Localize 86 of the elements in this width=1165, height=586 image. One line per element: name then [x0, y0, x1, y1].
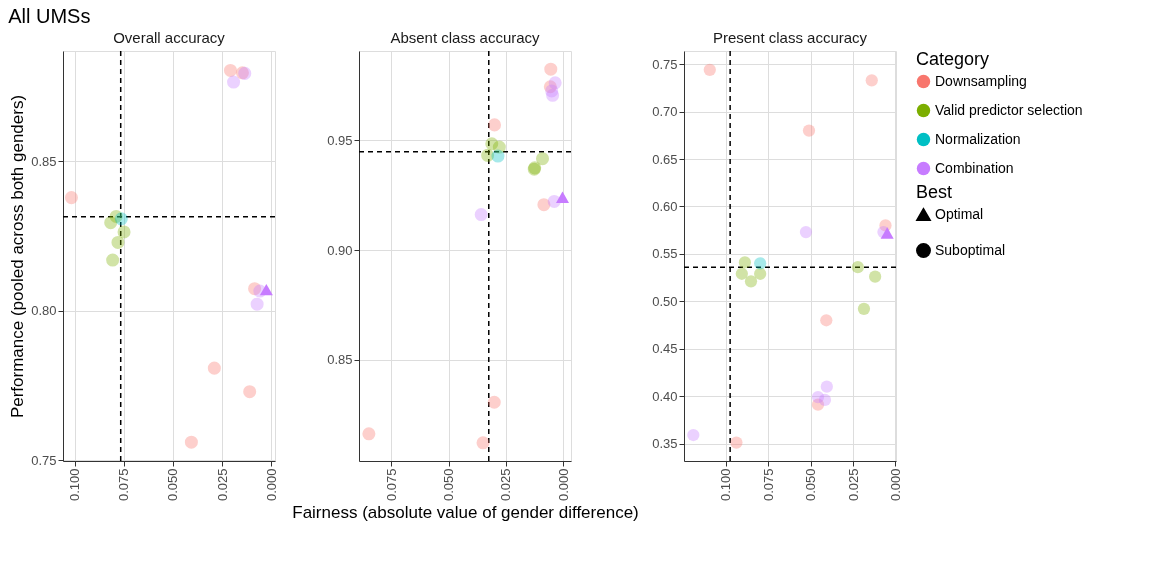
x-tick-label: 0.075: [116, 468, 132, 502]
text: All UMSs: [8, 4, 91, 27]
point: [744, 275, 758, 288]
y-tick-label: 0.40: [652, 388, 678, 404]
chart-title: Present class accuracy: [712, 29, 868, 47]
point: [227, 75, 241, 89]
y-tick-label: 0.65: [652, 151, 678, 167]
point: [880, 227, 894, 239]
point: [104, 216, 118, 230]
point: [207, 361, 221, 375]
y-tick-label: 0.70: [652, 104, 678, 120]
point: [487, 395, 501, 409]
point: [114, 212, 128, 226]
y-tick-label: 0.55: [652, 246, 678, 262]
text: Suboptimal: [935, 241, 1006, 258]
legend-title: Category: [916, 49, 990, 69]
y-tick-label: 0.35: [652, 436, 678, 452]
point: [117, 225, 131, 239]
y-tick-label: 0.75: [31, 452, 57, 468]
y-tick-label: 0.50: [652, 293, 678, 309]
point: [223, 63, 237, 77]
x-tick-label: 0.050: [803, 468, 819, 502]
point: [474, 208, 488, 222]
y-axis-title: Performance (pooled across both genders): [8, 94, 28, 419]
y-tick-label: 0.90: [327, 242, 353, 258]
point: [184, 435, 198, 449]
point: [818, 393, 832, 407]
point: [754, 257, 767, 270]
x-tick-label: 0.025: [214, 468, 230, 502]
legend-label: Combination: [935, 159, 1014, 176]
x-tick-label: 0.000: [263, 468, 279, 502]
point: [488, 118, 502, 132]
x-tick-label: 0.025: [845, 468, 861, 502]
y-tick-label: 0.95: [327, 132, 353, 148]
point: [536, 152, 550, 166]
point: [546, 88, 560, 102]
point: [799, 225, 813, 239]
x-tick-label: 0.050: [165, 468, 181, 502]
y-tick-label: 0.75: [652, 56, 678, 72]
point: [865, 74, 878, 87]
point: [476, 436, 490, 450]
point: [243, 385, 257, 399]
x-tick-label: 0.075: [383, 468, 399, 502]
point: [730, 436, 743, 449]
point: [820, 380, 833, 393]
point: [703, 63, 716, 76]
x-tick-label: 0.100: [67, 468, 83, 502]
point: [687, 428, 700, 442]
legend-label: Normalization: [935, 130, 1021, 147]
point: [259, 283, 273, 296]
x-tick-label: 0.100: [718, 468, 734, 502]
y-tick-label: 0.85: [31, 153, 57, 169]
point: [64, 191, 78, 205]
point: [537, 198, 551, 212]
chart-title: Absent class accuracy: [390, 29, 541, 47]
y-tick-label: 0.45: [652, 341, 678, 357]
point: [111, 235, 125, 249]
point: [735, 267, 748, 280]
point: [738, 256, 752, 269]
point: [362, 427, 376, 441]
legend-label: Valid predictor selection: [935, 101, 1083, 118]
point: [851, 261, 864, 274]
y-tick-label: 0.80: [31, 303, 57, 319]
point: [857, 302, 871, 315]
x-tick-label: 0.075: [760, 468, 776, 502]
point: [481, 148, 495, 162]
x-axis-title: Fairness (absolute value of gender difference): [292, 503, 639, 523]
x-tick-label: 0.000: [887, 468, 903, 502]
point: [250, 297, 264, 311]
y-tick-label: 0.85: [327, 352, 353, 368]
legend-label: Downsampling: [935, 72, 1027, 89]
chart-title: Overall accuracy: [113, 29, 226, 47]
point: [754, 267, 767, 280]
point: [491, 149, 505, 163]
text: Best: [916, 182, 953, 202]
text: Optimal: [935, 205, 984, 222]
point: [869, 270, 882, 283]
point: [544, 62, 558, 76]
point: [820, 314, 833, 327]
x-tick-label: 0.000: [555, 468, 571, 502]
point: [555, 191, 570, 203]
x-tick-label: 0.050: [441, 468, 457, 502]
point: [106, 253, 120, 267]
x-tick-label: 0.025: [498, 468, 514, 502]
point: [802, 124, 816, 137]
y-tick-label: 0.60: [652, 198, 678, 214]
